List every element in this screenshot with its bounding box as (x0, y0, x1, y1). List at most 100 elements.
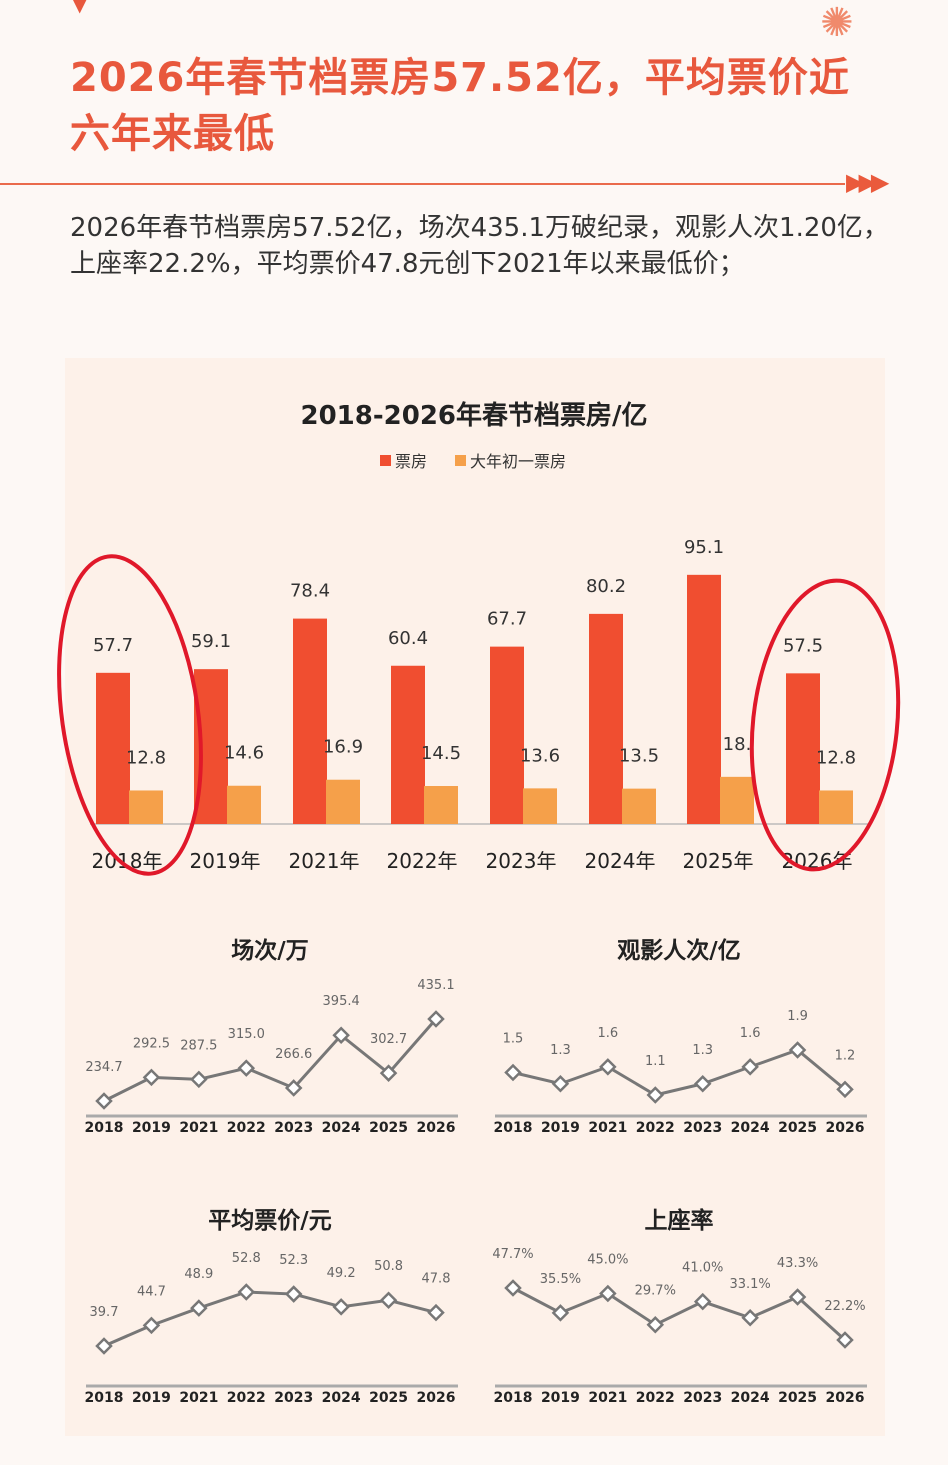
bar-box-office (589, 613, 623, 824)
chart-title: 上座率 (645, 1207, 714, 1234)
data-point (332, 1298, 350, 1316)
data-point (237, 1283, 256, 1301)
data-label: 57.7 (93, 635, 133, 656)
data-label: 13.5 (619, 746, 659, 767)
data-label: 35.5% (540, 1272, 581, 1287)
annotation-circle (749, 578, 901, 872)
data-point (693, 1074, 712, 1093)
data-label: 47.7% (492, 1247, 533, 1262)
arrows-icon: ▶▶▶ (846, 168, 889, 196)
data-point (504, 1063, 522, 1082)
x-tick-label: 2026 (826, 1390, 865, 1406)
data-point (379, 1064, 398, 1082)
data-point (599, 1058, 617, 1076)
x-tick-label: 2022 (636, 1390, 675, 1406)
data-point (95, 1092, 113, 1110)
x-tick-label: 2023年 (486, 849, 557, 873)
data-label: 1.5 (503, 1032, 524, 1047)
decoration-icon: ▼ (72, 0, 88, 16)
data-label: 12.8 (126, 747, 166, 768)
data-point (836, 1080, 854, 1099)
data-label: 234.7 (85, 1060, 122, 1075)
bar-day-one (424, 786, 458, 824)
legend-label: 大年初一票房 (470, 452, 566, 471)
data-point (332, 1026, 350, 1045)
bar-box-office (490, 646, 524, 824)
bar-day-one (129, 790, 163, 824)
data-label: 1.3 (692, 1043, 713, 1058)
data-point (836, 1331, 854, 1349)
x-tick-label: 2018 (494, 1390, 533, 1406)
x-tick-label: 2021 (179, 1120, 218, 1136)
x-tick-label: 2024 (322, 1390, 361, 1406)
data-label: 59.1 (191, 631, 231, 652)
data-point (741, 1309, 759, 1327)
x-tick-label: 2026 (417, 1120, 456, 1136)
data-point (284, 1285, 303, 1303)
intro-text: 2026年春节档票房57.52亿，场次435.1万破纪录，观影人次1.20亿，上… (70, 213, 889, 279)
data-label: 395.4 (323, 994, 360, 1009)
data-point (142, 1316, 161, 1335)
x-tick-label: 2025年 (683, 849, 754, 873)
x-tick-label: 2024 (731, 1120, 770, 1136)
x-tick-label: 2025 (369, 1390, 408, 1406)
x-tick-label: 2019年 (190, 849, 261, 873)
data-label: 315.0 (228, 1027, 265, 1042)
x-tick-label: 2022 (636, 1120, 675, 1136)
x-tick-label: 2025 (778, 1390, 817, 1406)
data-label: 22.2% (824, 1299, 865, 1314)
chart-title: 观影人次/亿 (617, 937, 740, 964)
data-label: 29.7% (635, 1284, 676, 1299)
x-tick-label: 2021 (588, 1390, 627, 1406)
bar-day-one (227, 785, 261, 824)
data-label: 80.2 (586, 576, 626, 597)
x-tick-label: 2019 (132, 1120, 171, 1136)
x-tick-label: 2022 (227, 1120, 266, 1136)
data-label: 292.5 (133, 1036, 170, 1051)
series-line (512, 1048, 846, 1097)
data-point (284, 1079, 303, 1097)
legend-label: 票房 (395, 452, 427, 471)
data-label: 50.8 (374, 1259, 403, 1274)
data-label: 33.1% (729, 1277, 770, 1292)
data-label: 43.3% (777, 1256, 818, 1271)
data-point (551, 1074, 570, 1093)
data-label: 44.7 (137, 1284, 166, 1299)
data-point (427, 1303, 445, 1322)
bar-day-one (819, 790, 853, 824)
x-tick-label: 2025 (778, 1120, 817, 1136)
legend-swatch-box-office (380, 455, 391, 466)
bar-box-office (391, 665, 425, 824)
data-label: 52.3 (279, 1253, 308, 1268)
x-tick-label: 2026 (417, 1390, 456, 1406)
x-tick-label: 2018 (85, 1120, 124, 1136)
x-tick-label: 2025 (369, 1120, 408, 1136)
data-label: 78.4 (290, 581, 330, 602)
data-label: 45.0% (587, 1253, 628, 1268)
bar-day-one (622, 788, 656, 824)
x-tick-label: 2024 (731, 1390, 770, 1406)
x-tick-label: 2023 (683, 1120, 722, 1136)
x-tick-label: 2018 (494, 1120, 533, 1136)
data-label: 39.7 (90, 1305, 119, 1320)
data-label: 1.6 (598, 1026, 619, 1041)
data-label: 13.6 (520, 745, 560, 766)
x-tick-label: 2018 (85, 1390, 124, 1406)
data-label: 16.9 (323, 737, 363, 758)
data-label: 47.8 (422, 1272, 451, 1287)
data-label: 302.7 (370, 1032, 407, 1047)
x-tick-label: 2026 (826, 1120, 865, 1136)
x-tick-label: 2023 (683, 1390, 722, 1406)
data-label: 435.1 (417, 978, 454, 993)
data-label: 1.6 (740, 1026, 761, 1041)
data-label: 57.5 (783, 635, 823, 656)
data-label: 287.5 (180, 1038, 217, 1053)
x-tick-label: 2024年 (585, 849, 656, 873)
bar-day-one (326, 779, 360, 824)
data-label: 12.8 (816, 747, 856, 768)
firework-icon: ✺ (820, 0, 854, 46)
data-point (646, 1086, 665, 1104)
data-label: 18. (723, 734, 752, 755)
x-tick-label: 2019 (132, 1390, 171, 1406)
